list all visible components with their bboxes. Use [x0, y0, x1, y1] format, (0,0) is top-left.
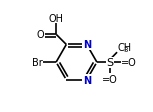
Text: O: O	[37, 30, 44, 40]
Text: =O: =O	[121, 58, 137, 68]
Text: 3: 3	[124, 47, 128, 53]
Text: N: N	[83, 75, 91, 85]
Text: CH: CH	[118, 42, 132, 52]
Text: OH: OH	[49, 14, 64, 24]
Text: =O: =O	[102, 74, 118, 84]
Text: N: N	[83, 40, 91, 50]
Text: Br: Br	[32, 58, 42, 68]
Text: S: S	[106, 58, 114, 68]
